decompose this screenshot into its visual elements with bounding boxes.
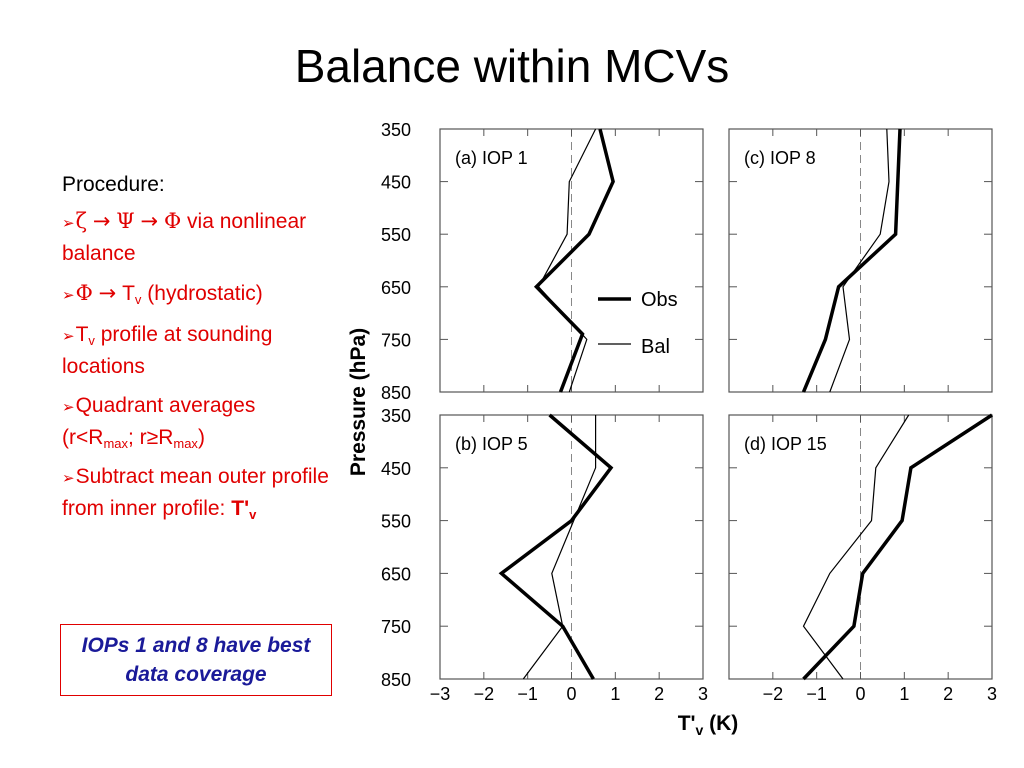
y-tick-label: 650 — [381, 278, 411, 298]
bal-series-line — [802, 414, 910, 680]
x-tick-label: −1 — [517, 684, 538, 704]
bal-series-line — [537, 128, 597, 393]
x-axis-label-unit: (K) — [703, 712, 738, 735]
tv-t: T — [122, 282, 135, 305]
psi-symbol: Ψ — [116, 209, 135, 233]
bullet-arrow-icon: ➢ — [62, 287, 75, 304]
obs-series-line — [533, 128, 615, 393]
x-tick-label: 0 — [855, 684, 865, 704]
bullet-text: Quadrant averages (r — [62, 394, 256, 449]
legend-bal-label: Bal — [641, 336, 670, 358]
close-paren: ) — [197, 426, 205, 449]
bullet-subtract: ➢Subtract mean outer profile from inner … — [62, 462, 332, 524]
slide-title: Balance within MCVs — [294, 40, 730, 92]
x-tick-label: 1 — [610, 684, 620, 704]
bullet-balance: ➢ζ → Ψ → Φ via nonlinear balance — [62, 206, 332, 269]
y-tick-label: 850 — [381, 383, 411, 403]
bullet-text: profile at sounding locations — [62, 323, 273, 378]
procedure-list: ➢ζ → Ψ → Φ via nonlinear balance ➢Φ → Tv… — [62, 206, 332, 524]
coverage-note: IOPs 1 and 8 have best data coverage — [60, 624, 332, 696]
y-tick-label: 650 — [381, 564, 411, 584]
panel-label: (d) IOP 15 — [744, 434, 827, 454]
x-tick-label: 3 — [987, 684, 997, 704]
x-axis-label-sub: v — [696, 722, 704, 738]
obs-series-line — [802, 413, 993, 681]
panel-label: (c) IOP 8 — [744, 148, 816, 168]
y-tick-label: 750 — [381, 330, 411, 350]
y-tick-label: 750 — [381, 617, 411, 637]
y-tick-label: 350 — [381, 406, 411, 426]
arrow-symbol: → — [98, 281, 117, 305]
x-tick-label: 2 — [654, 684, 664, 704]
phi-symbol: Φ — [163, 209, 182, 233]
x-tick-label: −3 — [430, 684, 451, 704]
r-max-subscript: max — [103, 436, 128, 451]
bullet-arrow-icon: ➢ — [62, 399, 75, 416]
bal-series-line — [522, 415, 597, 680]
phi-symbol: Φ — [75, 281, 93, 305]
tv-t: T — [75, 323, 89, 346]
zeta-symbol: ζ — [75, 209, 87, 233]
bullet-text: (hydrostatic) — [147, 282, 263, 305]
bullet-arrow-icon: ➢ — [62, 328, 75, 345]
y-tick-label: 450 — [381, 459, 411, 479]
tv-symbol: Tv — [122, 282, 142, 307]
y-tick-label: 350 — [381, 120, 411, 140]
separator-text: ; r — [128, 426, 147, 449]
x-axis-label: T'v (K) — [678, 712, 739, 738]
tv-subscript: v — [88, 333, 95, 348]
x-tick-label: 0 — [566, 684, 576, 704]
y-tick-label: 850 — [381, 670, 411, 690]
x-tick-label: −2 — [474, 684, 495, 704]
x-axis-label-main: T' — [678, 712, 696, 735]
bullet-text: Subtract mean outer profile from inner p… — [62, 465, 329, 520]
x-tick-label: 2 — [943, 684, 953, 704]
bullet-text: via nonlinear balance — [62, 210, 307, 265]
x-tick-label: 3 — [698, 684, 708, 704]
bullet-arrow-icon: ➢ — [62, 215, 75, 232]
y-axis-label: Pressure (hPa) — [347, 328, 370, 476]
tv-subscript: v — [134, 292, 142, 307]
bal-series-line — [829, 128, 890, 393]
bullet-arrow-icon: ➢ — [62, 470, 75, 487]
y-tick-label: 550 — [381, 225, 411, 245]
y-tick-label: 450 — [381, 173, 411, 193]
r-max-r: R — [158, 426, 174, 449]
arrow-symbol: → — [140, 209, 159, 233]
bullet-hydrostatic: ➢Φ → Tv (hydrostatic) — [62, 278, 332, 311]
panel-label: (a) IOP 1 — [455, 148, 528, 168]
legend-obs-label: Obs — [641, 289, 678, 311]
bullet-profile: ➢Tv profile at sounding locations — [62, 320, 332, 382]
less-than-symbol: < — [76, 426, 89, 449]
obs-series-line — [498, 413, 614, 680]
r-max-subscript: max — [173, 436, 198, 451]
ge-symbol: ≥ — [146, 426, 159, 449]
x-tick-label: −2 — [763, 684, 784, 704]
x-tick-label: −1 — [806, 684, 827, 704]
panel-label: (b) IOP 5 — [455, 434, 528, 454]
procedure-label: Procedure: — [62, 173, 165, 196]
tv-prime-t: T' — [231, 497, 250, 520]
r-max-r: R — [88, 426, 104, 449]
y-tick-label: 550 — [381, 512, 411, 532]
obs-series-line — [801, 128, 902, 393]
tv-prime-symbol: T'v — [231, 497, 257, 522]
procedure-panel: Procedure: ➢ζ → Ψ → Φ via nonlinear bala… — [62, 170, 332, 533]
arrow-symbol: → — [92, 209, 111, 233]
x-tick-label: 1 — [899, 684, 909, 704]
tv-prime-subscript: v — [249, 507, 257, 522]
bullet-quadrant: ➢Quadrant averages (r<Rmax; r≥Rmax) — [62, 391, 332, 453]
